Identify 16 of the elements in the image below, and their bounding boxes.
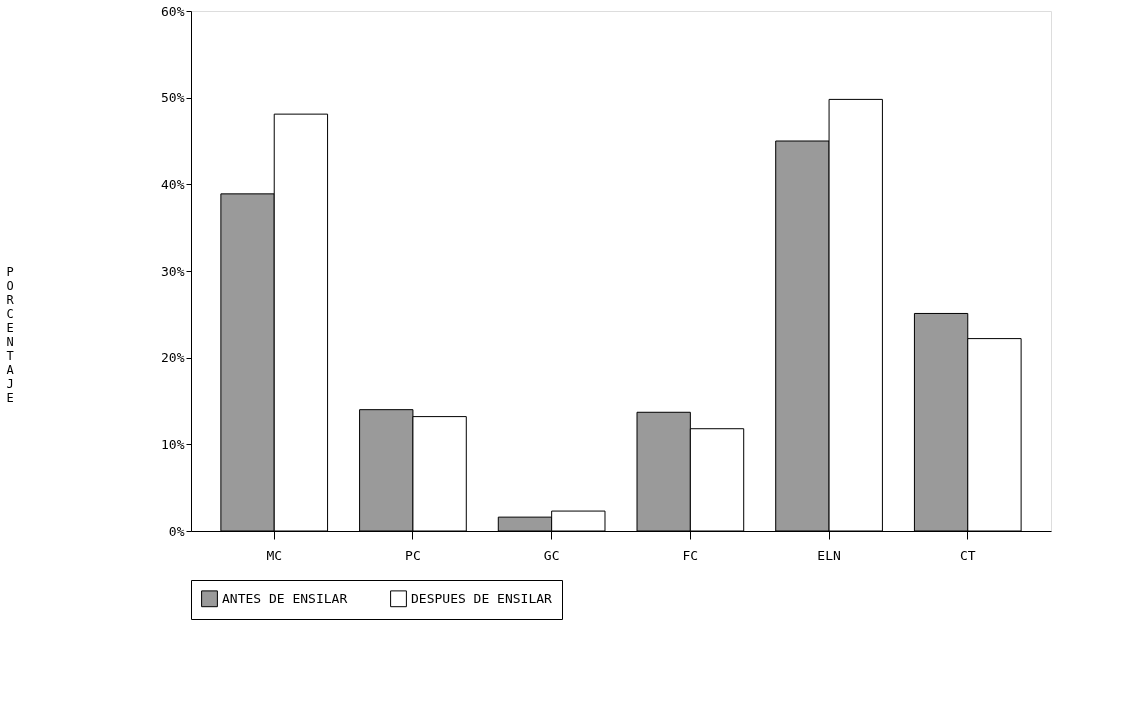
x-tick-label: CT (959, 547, 976, 563)
y-tick-label: 20% (161, 350, 185, 366)
legend-label: DESPUES DE ENSILAR (411, 590, 553, 606)
x-tick-label: PC (405, 547, 421, 563)
legend-label: ANTES DE ENSILAR (222, 590, 348, 606)
x-tick-label: FC (682, 547, 699, 563)
y-tick-label: 50% (161, 90, 185, 106)
x-tick-label: MC (266, 547, 283, 563)
y-tick-label: 30% (161, 263, 185, 279)
text: PORCENTAJE (6, 264, 14, 405)
y-tick-label: 40% (161, 176, 185, 192)
x-tick-label: ELN (817, 547, 841, 563)
y-tick-label: 0% (168, 523, 185, 539)
y-tick-label: 10% (161, 436, 185, 452)
y-tick-label: 60% (161, 3, 185, 19)
x-tick-label: GC (543, 547, 560, 563)
